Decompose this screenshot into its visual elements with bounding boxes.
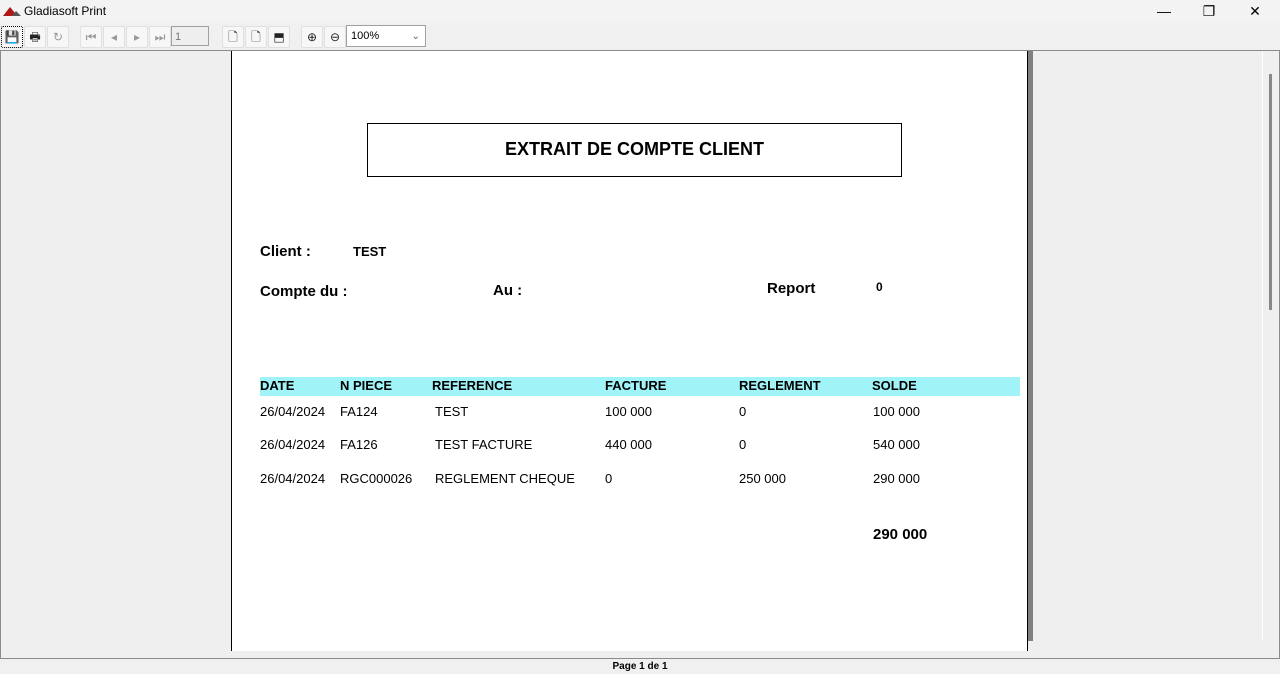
status-bar: Page 1 de 1 <box>0 658 1280 674</box>
maximize-button[interactable]: ❐ <box>1202 3 1216 19</box>
page-number-input[interactable]: 1 <box>171 26 209 46</box>
table-cell: TEST <box>435 404 469 419</box>
scrollbar-track <box>1262 51 1263 641</box>
first-page-icon[interactable]: ⏮ <box>80 26 102 48</box>
table-cell: 540 000 <box>873 437 920 452</box>
window-title: Gladiasoft Print <box>24 4 107 18</box>
table-cell: FA124 <box>340 404 378 419</box>
table-cell: FA126 <box>340 437 378 452</box>
table-cell: 0 <box>605 471 613 486</box>
total-value: 290 000 <box>873 526 928 543</box>
table-cell: 440 000 <box>605 437 652 452</box>
client-value: TEST <box>353 244 387 259</box>
zoom-in-icon[interactable]: ⊕ <box>301 26 323 48</box>
client-label: Client : <box>260 243 311 260</box>
table-cell: 0 <box>739 404 747 419</box>
zoom-value: 100% <box>351 30 380 42</box>
vertical-scrollbar-thumb[interactable] <box>1269 74 1272 310</box>
table-cell: 26/04/2024 <box>260 404 326 419</box>
table-cell: RGC000026 <box>340 471 413 486</box>
refresh-icon[interactable]: ↻ <box>47 26 69 48</box>
minimize-button[interactable]: — <box>1157 3 1171 19</box>
column-header: N PIECE <box>340 378 393 393</box>
app-logo-icon <box>3 7 21 16</box>
report-value: 0 <box>876 280 883 294</box>
table-cell: 26/04/2024 <box>260 437 326 452</box>
page-width-icon[interactable]: 🗋 <box>245 26 267 48</box>
column-header: FACTURE <box>605 378 667 393</box>
print-icon[interactable]: 🖶 <box>24 26 46 48</box>
table-cell: 290 000 <box>873 471 920 486</box>
close-button[interactable]: ✕ <box>1249 3 1261 19</box>
zoom-select[interactable]: 100% ⌄ <box>346 25 426 47</box>
report-title: EXTRAIT DE COMPTE CLIENT <box>367 123 902 177</box>
column-header: REGLEMENT <box>739 378 821 393</box>
table-cell: 100 000 <box>873 404 920 419</box>
column-header: REFERENCE <box>432 378 513 393</box>
preview-area: EXTRAIT DE COMPTE CLIENT Client : TEST C… <box>0 50 1280 659</box>
table-cell: 0 <box>739 437 747 452</box>
last-page-icon[interactable]: ⏭ <box>149 26 171 48</box>
report-page: EXTRAIT DE COMPTE CLIENT Client : TEST C… <box>231 51 1028 651</box>
page-info: Page 1 de 1 <box>612 661 668 672</box>
table-cell: 250 000 <box>739 471 786 486</box>
au-label: Au : <box>493 282 523 299</box>
page-shadow <box>1028 51 1033 641</box>
next-page-icon[interactable]: ▸ <box>126 26 148 48</box>
toolbar: 💾 🖶 ↻ ⏮ ◂ ▸ ⏭ 1 🗋 🗋 ⬒ ⊕ ⊖ 100% ⌄ <box>0 24 1280 49</box>
column-header: DATE <box>260 378 295 393</box>
table-cell: 26/04/2024 <box>260 471 326 486</box>
previous-page-icon[interactable]: ◂ <box>103 26 125 48</box>
compte-du-label: Compte du : <box>260 283 348 300</box>
report-label: Report <box>767 280 816 297</box>
single-page-icon[interactable]: 🗋 <box>222 26 244 48</box>
zoom-out-icon[interactable]: ⊖ <box>324 26 346 48</box>
chevron-down-icon: ⌄ <box>411 31 420 42</box>
table-header: DATE N PIECE REFERENCE FACTURE REGLEMENT… <box>260 377 1020 396</box>
table-cell: 100 000 <box>605 404 652 419</box>
table-cell: REGLEMENT CHEQUE <box>435 471 575 486</box>
table-cell: TEST FACTURE <box>435 437 533 452</box>
title-bar: Gladiasoft Print — ❐ ✕ <box>0 0 1280 23</box>
column-header: SOLDE <box>872 378 917 393</box>
save-icon[interactable]: 💾 <box>1 26 23 48</box>
full-page-icon[interactable]: ⬒ <box>268 26 290 48</box>
